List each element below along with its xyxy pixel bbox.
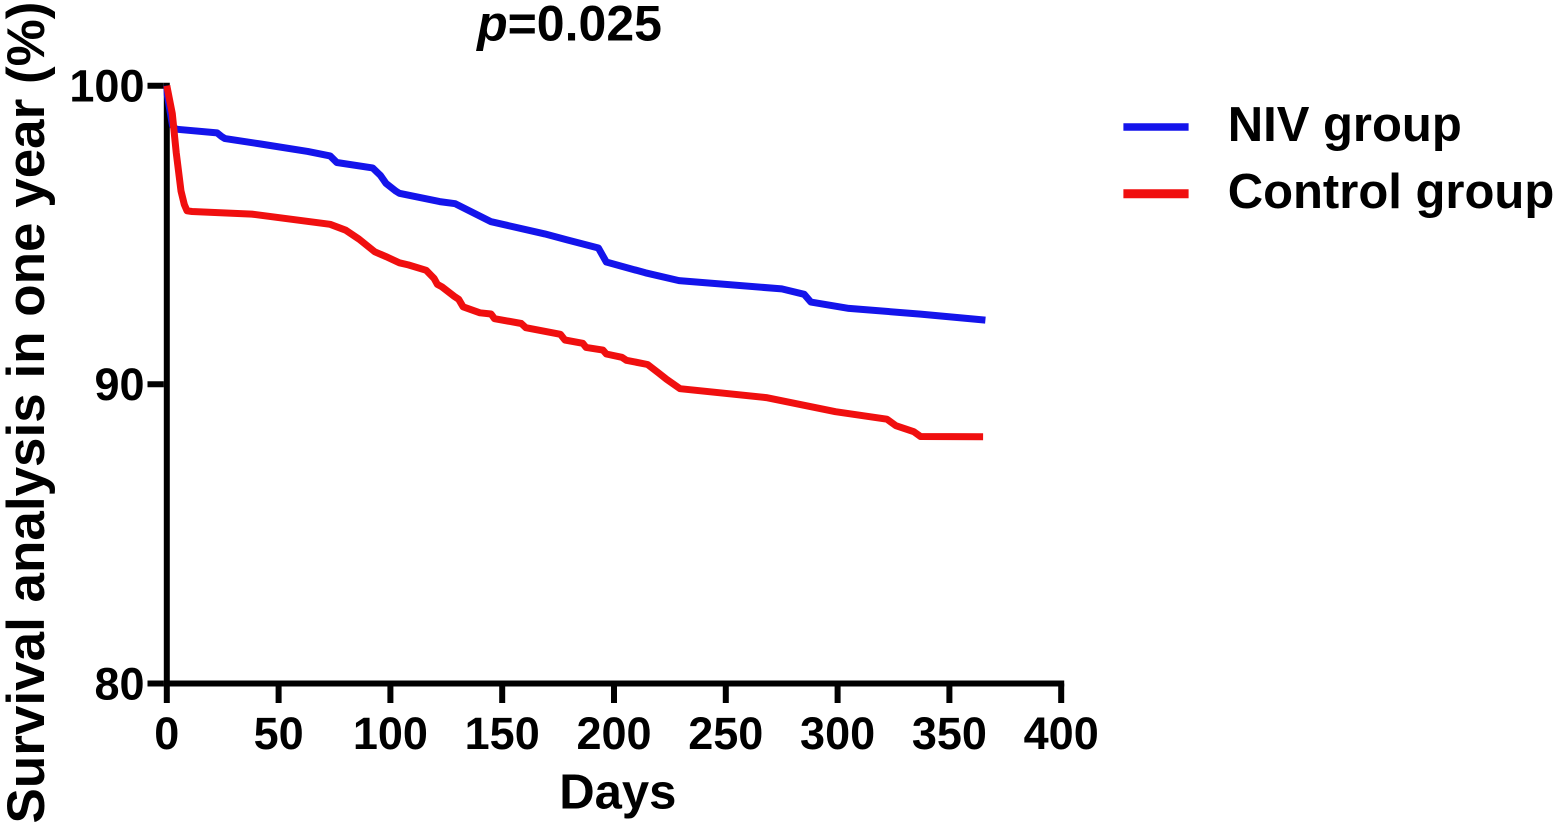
svg-text:90: 90 <box>94 359 144 410</box>
svg-text:100: 100 <box>69 61 144 112</box>
svg-text:250: 250 <box>688 708 763 759</box>
svg-text:0: 0 <box>154 708 179 759</box>
svg-text:350: 350 <box>912 708 987 759</box>
svg-text:p=0.025: p=0.025 <box>475 0 662 52</box>
svg-text:200: 200 <box>576 708 651 759</box>
svg-text:Control group: Control group <box>1228 165 1555 219</box>
svg-text:150: 150 <box>465 708 540 759</box>
svg-text:80: 80 <box>94 659 144 710</box>
svg-text:300: 300 <box>800 708 875 759</box>
svg-text:Days: Days <box>559 766 676 820</box>
svg-text:Survival analysis in one year: Survival analysis in one year (%) <box>0 2 56 824</box>
svg-text:50: 50 <box>254 708 304 759</box>
svg-text:400: 400 <box>1024 708 1099 759</box>
svg-text:NIV group: NIV group <box>1228 98 1462 152</box>
svg-text:100: 100 <box>353 708 428 759</box>
